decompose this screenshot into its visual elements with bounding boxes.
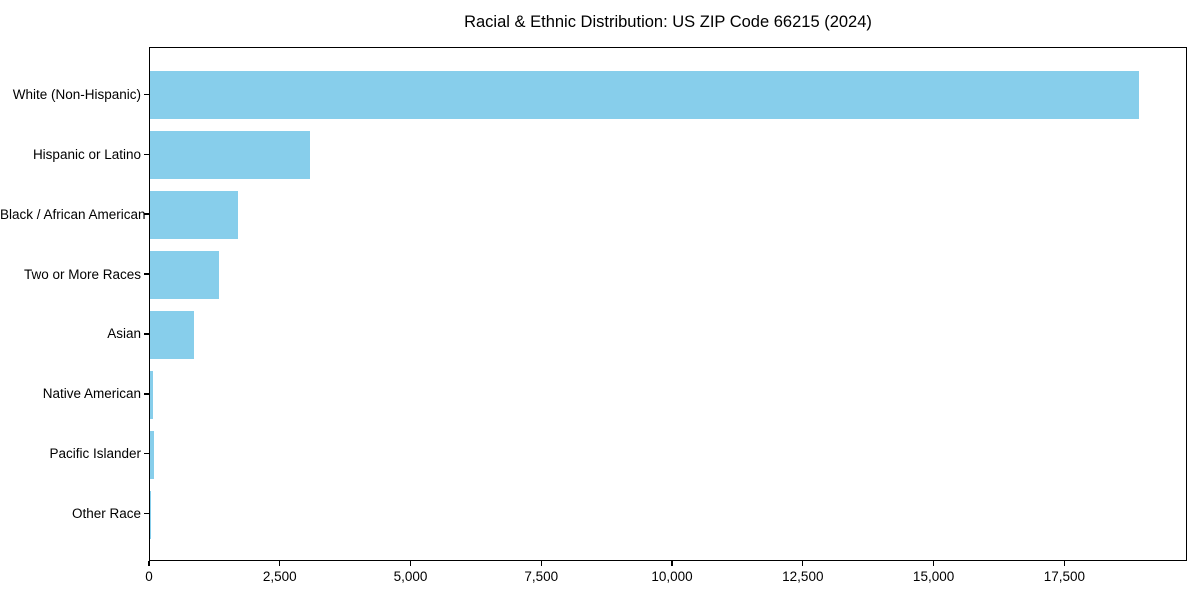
x-tick-label: 12,500 xyxy=(782,569,824,584)
y-tick-mark xyxy=(144,513,149,515)
x-tick-mark xyxy=(279,561,281,566)
y-tick-mark xyxy=(144,93,149,95)
plot-area xyxy=(149,47,1187,561)
x-tick-label: 10,000 xyxy=(651,569,693,584)
y-tick-label: Black / African American xyxy=(0,206,146,222)
x-tick-label: 15,000 xyxy=(912,569,955,584)
y-tick-mark xyxy=(144,153,149,155)
y-tick-mark xyxy=(144,273,149,275)
y-tick-mark xyxy=(144,333,149,335)
y-tick-label: White (Non-Hispanic) xyxy=(12,86,141,102)
x-tick-mark xyxy=(1063,561,1065,566)
y-tick-mark xyxy=(144,213,149,215)
chart-title: Racial & Ethnic Distribution: US ZIP Cod… xyxy=(464,13,872,31)
bar-1 xyxy=(150,131,311,180)
bar-6 xyxy=(150,430,154,479)
y-tick-label: Two or More Races xyxy=(23,266,141,282)
x-tick-label: 7,500 xyxy=(524,569,559,584)
x-tick-mark xyxy=(409,561,412,566)
bar-3 xyxy=(150,251,220,299)
bar-2 xyxy=(150,191,238,240)
x-tick-mark xyxy=(671,561,673,566)
y-tick-label: Native American xyxy=(42,386,141,402)
x-tick-mark xyxy=(148,561,150,566)
x-tick-label: 5,000 xyxy=(393,569,428,584)
y-tick-mark xyxy=(144,453,149,455)
bar-0 xyxy=(150,71,1139,120)
y-tick-label: Asian xyxy=(107,326,141,342)
x-tick-mark xyxy=(540,561,542,566)
x-tick-mark xyxy=(932,561,935,566)
y-tick-mark xyxy=(144,393,149,395)
bar-5 xyxy=(150,370,154,419)
bar-7 xyxy=(150,490,151,539)
y-tick-label: Hispanic or Latino xyxy=(32,146,141,162)
x-tick-label: 0 xyxy=(145,569,153,584)
x-tick-label: 2,500 xyxy=(262,569,297,584)
x-tick-mark xyxy=(802,561,804,566)
x-tick-label: 17,500 xyxy=(1043,569,1085,584)
y-tick-label: Other Race xyxy=(71,506,141,522)
y-tick-label: Pacific Islander xyxy=(49,446,141,462)
bar-4 xyxy=(150,310,194,359)
